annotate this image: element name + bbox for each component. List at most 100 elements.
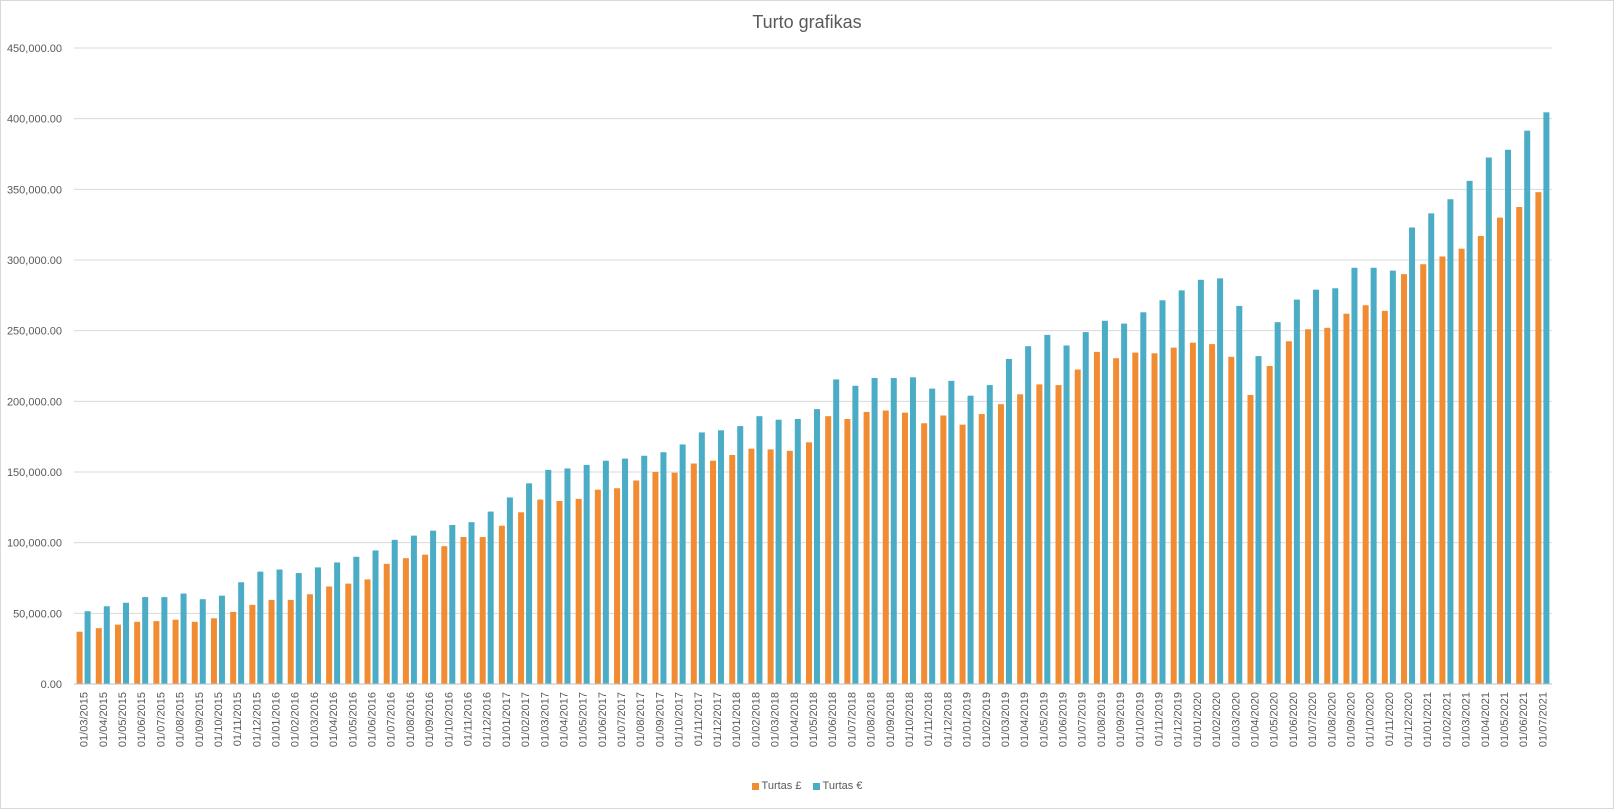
bar-eur (1524, 130, 1531, 684)
x-tick-label: 01/10/2015 (213, 692, 225, 747)
x-tick-label: 01/09/2016 (424, 692, 436, 747)
bar-gbp (1324, 327, 1331, 684)
bar-gbp (901, 412, 908, 684)
bar-eur (1025, 346, 1032, 684)
chart-title: Turto grafikas (752, 12, 862, 32)
x-tick-label: 01/05/2020 (1269, 692, 1281, 747)
bar-eur (506, 497, 513, 684)
bar-gbp (441, 546, 448, 684)
bar-gbp (134, 621, 141, 684)
x-tick-label: 01/01/2020 (1192, 692, 1204, 747)
x-tick-label: 01/03/2020 (1230, 692, 1242, 747)
bar-gbp (1228, 356, 1235, 684)
bar-gbp (1497, 217, 1504, 684)
bar-gbp (498, 525, 505, 684)
bar-gbp (825, 416, 832, 684)
x-tick-label: 01/05/2019 (1038, 692, 1050, 747)
bar-eur (142, 597, 149, 684)
bar-eur (449, 525, 456, 684)
bar-gbp (518, 512, 525, 684)
x-tick-label: 01/08/2017 (635, 692, 647, 747)
bar-eur (1447, 199, 1454, 684)
bar-eur (794, 419, 801, 684)
bar-gbp (1343, 313, 1350, 684)
bar-gbp (882, 410, 889, 684)
bar-gbp (422, 554, 429, 684)
bar-gbp (863, 411, 870, 684)
bar-gbp (345, 583, 352, 684)
y-axis-ticks: 0.00 50,000.00 100,000.00 150,000.00 200,000… (7, 43, 62, 691)
bar-gbp (633, 480, 640, 684)
x-tick-label: 01/12/2020 (1403, 692, 1415, 747)
bar-gbp (1247, 394, 1254, 684)
x-tick-label: 01/03/2021 (1461, 692, 1473, 747)
bar-eur (526, 483, 533, 684)
x-tick-label: 01/08/2020 (1326, 692, 1338, 747)
bar-gbp (959, 424, 966, 684)
x-tick-label: 01/12/2019 (1173, 692, 1185, 747)
bar-gbp (1036, 384, 1043, 684)
x-tick-label: 01/04/2018 (789, 692, 801, 747)
x-tick-label: 01/02/2019 (981, 692, 993, 747)
x-tick-label: 01/01/2017 (501, 692, 513, 747)
bar-gbp (575, 498, 582, 684)
x-tick-label: 01/04/2019 (1019, 692, 1031, 747)
bar-eur (929, 388, 936, 684)
bar-eur (1063, 345, 1070, 684)
bar-gbp (806, 442, 812, 684)
bar-eur (1255, 356, 1262, 684)
x-tick-label: 01/09/2018 (885, 692, 897, 747)
bar-gbp (364, 579, 371, 684)
bar-gbp (306, 594, 313, 684)
bar-eur (353, 556, 360, 684)
y-tick-label: 300,000.00 (7, 255, 62, 267)
gridlines (74, 47, 1552, 685)
bar-eur (1178, 290, 1185, 684)
bar-eur (103, 606, 110, 684)
bar-eur (257, 571, 264, 684)
x-tick-label: 01/12/2015 (251, 692, 263, 747)
bar-gbp (786, 450, 793, 684)
legend-swatch-gbp (751, 782, 759, 790)
bar-eur (122, 602, 129, 684)
x-tick-label: 01/10/2019 (1134, 692, 1146, 747)
bar-gbp (710, 460, 717, 684)
bar-gbp (767, 449, 774, 684)
bar-gbp (997, 404, 1004, 684)
bar-eur (756, 416, 763, 684)
x-tick-label: 01/03/2018 (770, 692, 782, 747)
x-tick-label: 01/02/2016 (290, 692, 302, 747)
bar-eur (1389, 270, 1396, 684)
bar-eur (986, 385, 993, 684)
x-tick-label: 01/04/2015 (98, 692, 110, 747)
bar-gbp (1439, 256, 1446, 684)
bar-eur (1236, 305, 1243, 684)
bar-eur (218, 595, 225, 684)
bar-gbp (191, 621, 198, 684)
bar-eur (1466, 180, 1473, 684)
bar-gbp (1170, 347, 1177, 684)
bar-eur (948, 380, 955, 684)
bar-eur (410, 535, 417, 684)
x-tick-label: 01/06/2019 (1058, 692, 1070, 747)
bar-eur (737, 426, 744, 684)
bar-gbp (729, 455, 736, 684)
x-tick-label: 01/02/2021 (1441, 692, 1453, 747)
y-tick-label: 150,000.00 (7, 467, 62, 479)
bar-eur (698, 432, 705, 684)
x-tick-label: 01/07/2016 (386, 692, 398, 747)
x-tick-label: 01/07/2017 (616, 692, 628, 747)
x-tick-label: 01/08/2016 (405, 692, 417, 747)
bar-eur (314, 567, 321, 684)
x-tick-label: 01/04/2021 (1480, 692, 1492, 747)
bar-eur (1351, 267, 1358, 684)
y-tick-label: 0.00 (41, 679, 62, 691)
x-tick-label: 01/04/2020 (1249, 692, 1261, 747)
bar-gbp (1266, 366, 1273, 684)
bar-gbp (1477, 235, 1484, 684)
x-tick-label: 01/07/2020 (1307, 692, 1319, 747)
bar-gbp (1209, 344, 1216, 684)
bar-eur (276, 569, 283, 684)
bar-gbp (230, 611, 237, 684)
bar-gbp (153, 621, 160, 684)
